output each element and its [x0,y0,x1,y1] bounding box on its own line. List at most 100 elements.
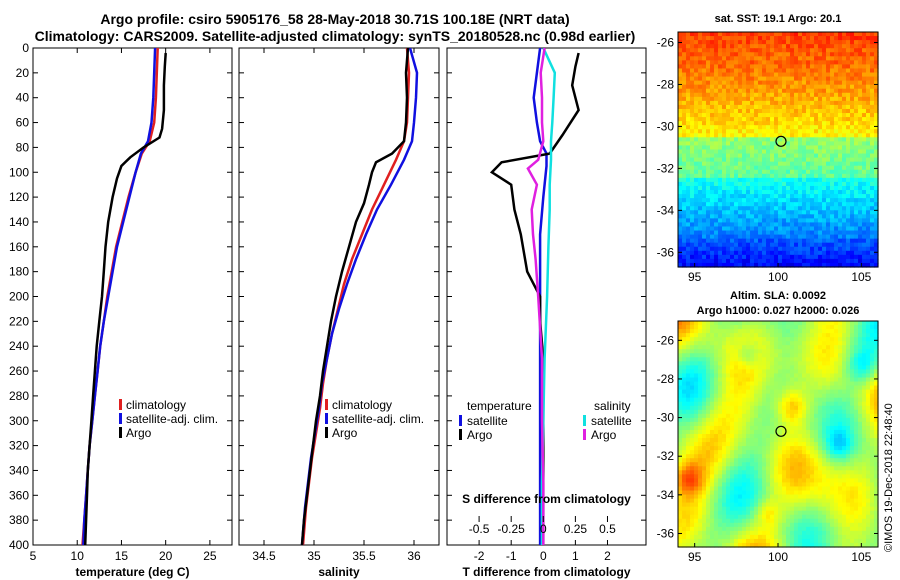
sst-map-cell [802,137,807,142]
sla-map-cell [874,381,879,387]
sst-map-cell [734,121,739,126]
sla-map-cell [698,442,703,447]
sla-map-cell [694,361,699,366]
sla-map-cell [874,393,879,399]
sla-map-cell [830,369,835,375]
sst-map-cell [734,80,739,86]
sla-map-cell [810,321,815,326]
sst-map-cell [798,88,803,94]
sst-map-cell [722,218,727,224]
sst-map-cell [798,258,803,264]
sla-map-cell [734,401,739,407]
sst-map-cell [766,185,771,191]
sst-map-cell [814,84,819,90]
sst-map-cell [702,104,707,110]
sst-map-cell [866,141,871,147]
sst-map-cell [706,56,711,61]
sst-map-cell [762,258,767,264]
sst-map-cell [814,202,819,207]
sst-map-cell [702,121,707,126]
sla-map-cell [830,341,835,346]
sst-map-cell [842,32,847,37]
sla-map-cell [714,381,719,387]
sst-map-cell [774,250,779,256]
sst-map-cell [862,262,867,268]
sla-map-cell [702,438,707,443]
sst-map-cell [866,149,871,155]
sst-map-cell [790,254,795,260]
sla-map-cell [754,425,759,431]
sst-map-cell [758,206,763,211]
sla-map-cell [794,385,799,391]
sla-map-cell [802,333,807,338]
sla-map-cell [678,349,683,354]
sst-map-cell [706,68,711,74]
sst-map-cell [722,48,727,53]
sla-map-cell [774,385,779,391]
sla-map-cell [754,446,759,451]
sst-map-cell [766,210,771,215]
sla-map-cell [726,377,731,383]
sst-map-cell [830,52,835,57]
sst-map-cell [758,262,763,268]
sla-map-cell [818,361,823,366]
sst-map-cell [722,238,727,244]
sst-map-cell [810,56,815,61]
sst-map-cell [786,242,791,248]
sla-map-cell [718,434,723,439]
sst-map-cell [862,218,867,224]
sst-map-cell [750,52,755,57]
sla-map-cell [754,393,759,399]
sst-map-cell [706,104,711,110]
sla-map-cell [862,361,867,366]
sla-map-cell [778,393,783,399]
sla-map-cell [702,365,707,371]
sst-map-cell [814,121,819,126]
sst-map-cell [854,194,859,199]
sst-map-cell [690,52,695,57]
sla-map-cell [682,389,687,395]
sst-map-cell [774,165,779,171]
sst-map-cell [782,206,787,211]
sla-map-cell [730,434,735,439]
sst-map-cell [806,36,811,41]
sla-map-cell [754,397,759,403]
sla-map-cell [774,353,779,358]
sla-map-cell [706,389,711,395]
sla-map-cell [754,466,759,471]
sla-map-cell [694,425,699,431]
sst-map-cell [834,250,839,256]
sst-map-cell [738,133,743,138]
sst-map-cell [774,32,779,37]
sla-map-cell [754,337,759,342]
sla-map-cell [718,381,723,387]
sst-map-cell [846,169,851,175]
sla-map-cell [762,417,767,423]
sst-map-cell [738,32,743,37]
sst-map-cell [690,48,695,53]
sst-map-cell [690,36,695,41]
sst-map-cell [766,194,771,199]
sst-map-cell [790,96,795,102]
sst-map-cell [766,153,771,159]
sst-map-cell [682,137,687,142]
sst-map-cell [722,177,727,183]
sla-map-cell [686,325,691,330]
sst-map-cell [830,48,835,53]
sla-map-cell [874,321,879,326]
sst-map-cell [802,48,807,53]
sla-map-cell [814,365,819,371]
sst-map-cell [842,177,847,183]
sst-map-cell [786,246,791,252]
sst-map-cell [870,48,875,53]
sla-map-cell [694,365,699,371]
sst-map-cell [730,262,735,268]
sla-map-cell [758,393,763,399]
sst-map-cell [750,238,755,244]
sst-map-cell [694,185,699,191]
sla-map-cell [698,438,703,443]
sst-map-cell [818,88,823,94]
sst-map-cell [734,250,739,256]
sst-map-cell [850,149,855,155]
sla-map-cell [874,337,879,342]
